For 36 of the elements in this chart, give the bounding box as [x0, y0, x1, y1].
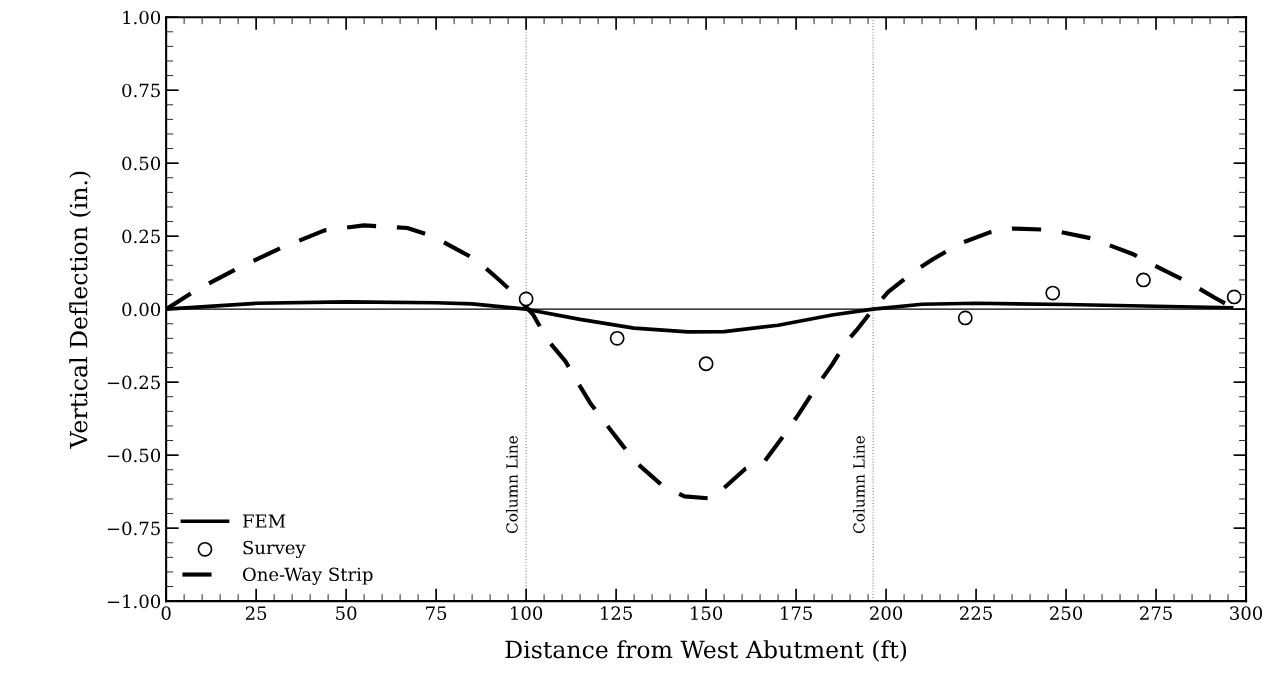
point — [1226, 289, 1242, 305]
y-tick-label: −0.75 — [107, 521, 160, 536]
x-tick-label: 175 — [781, 606, 812, 620]
x-tick-label: 225 — [960, 606, 992, 620]
point — [957, 310, 973, 326]
x-axis-title: Distance from West Abutment (ft) — [505, 640, 907, 662]
y-tick-label: −1.00 — [107, 594, 161, 609]
x-tick-label: 50 — [336, 606, 357, 620]
x-tick-label: 100 — [511, 606, 543, 620]
y-tick-label: 0.50 — [122, 156, 161, 171]
point — [1045, 285, 1061, 301]
y-tick-label: −0.25 — [107, 375, 160, 390]
x-tick-label: 200 — [870, 606, 903, 620]
x-tick-label: 75 — [426, 606, 447, 620]
y-tick-label: −0.50 — [107, 448, 161, 463]
y-tick-label: 1.00 — [123, 10, 161, 25]
x-tick-label: 250 — [1050, 606, 1083, 620]
point — [1136, 272, 1151, 288]
y-axis-title: Vertical Deflection (in.) — [69, 171, 91, 449]
ref-line-label: Column Line — [505, 436, 518, 534]
x-tick-label: 150 — [691, 606, 723, 620]
x-tick-label: 125 — [601, 606, 632, 620]
point — [609, 330, 625, 346]
y-tick-label: 0.75 — [122, 83, 160, 98]
point — [518, 291, 534, 307]
x-tick-label: 0 — [161, 606, 171, 620]
legend-label: FEM — [242, 514, 286, 528]
legend-label: One-Way Strip — [242, 567, 373, 585]
point — [698, 356, 714, 372]
x-tick-label: 275 — [1140, 606, 1172, 620]
y-tick-label: 0.00 — [122, 302, 161, 317]
y-tick-label: 0.25 — [122, 229, 160, 244]
x-tick-label: 300 — [1230, 606, 1263, 620]
ref-line-label: Column Line — [852, 436, 865, 534]
x-tick-label: 25 — [245, 606, 267, 620]
legend-label: Survey — [243, 540, 306, 559]
